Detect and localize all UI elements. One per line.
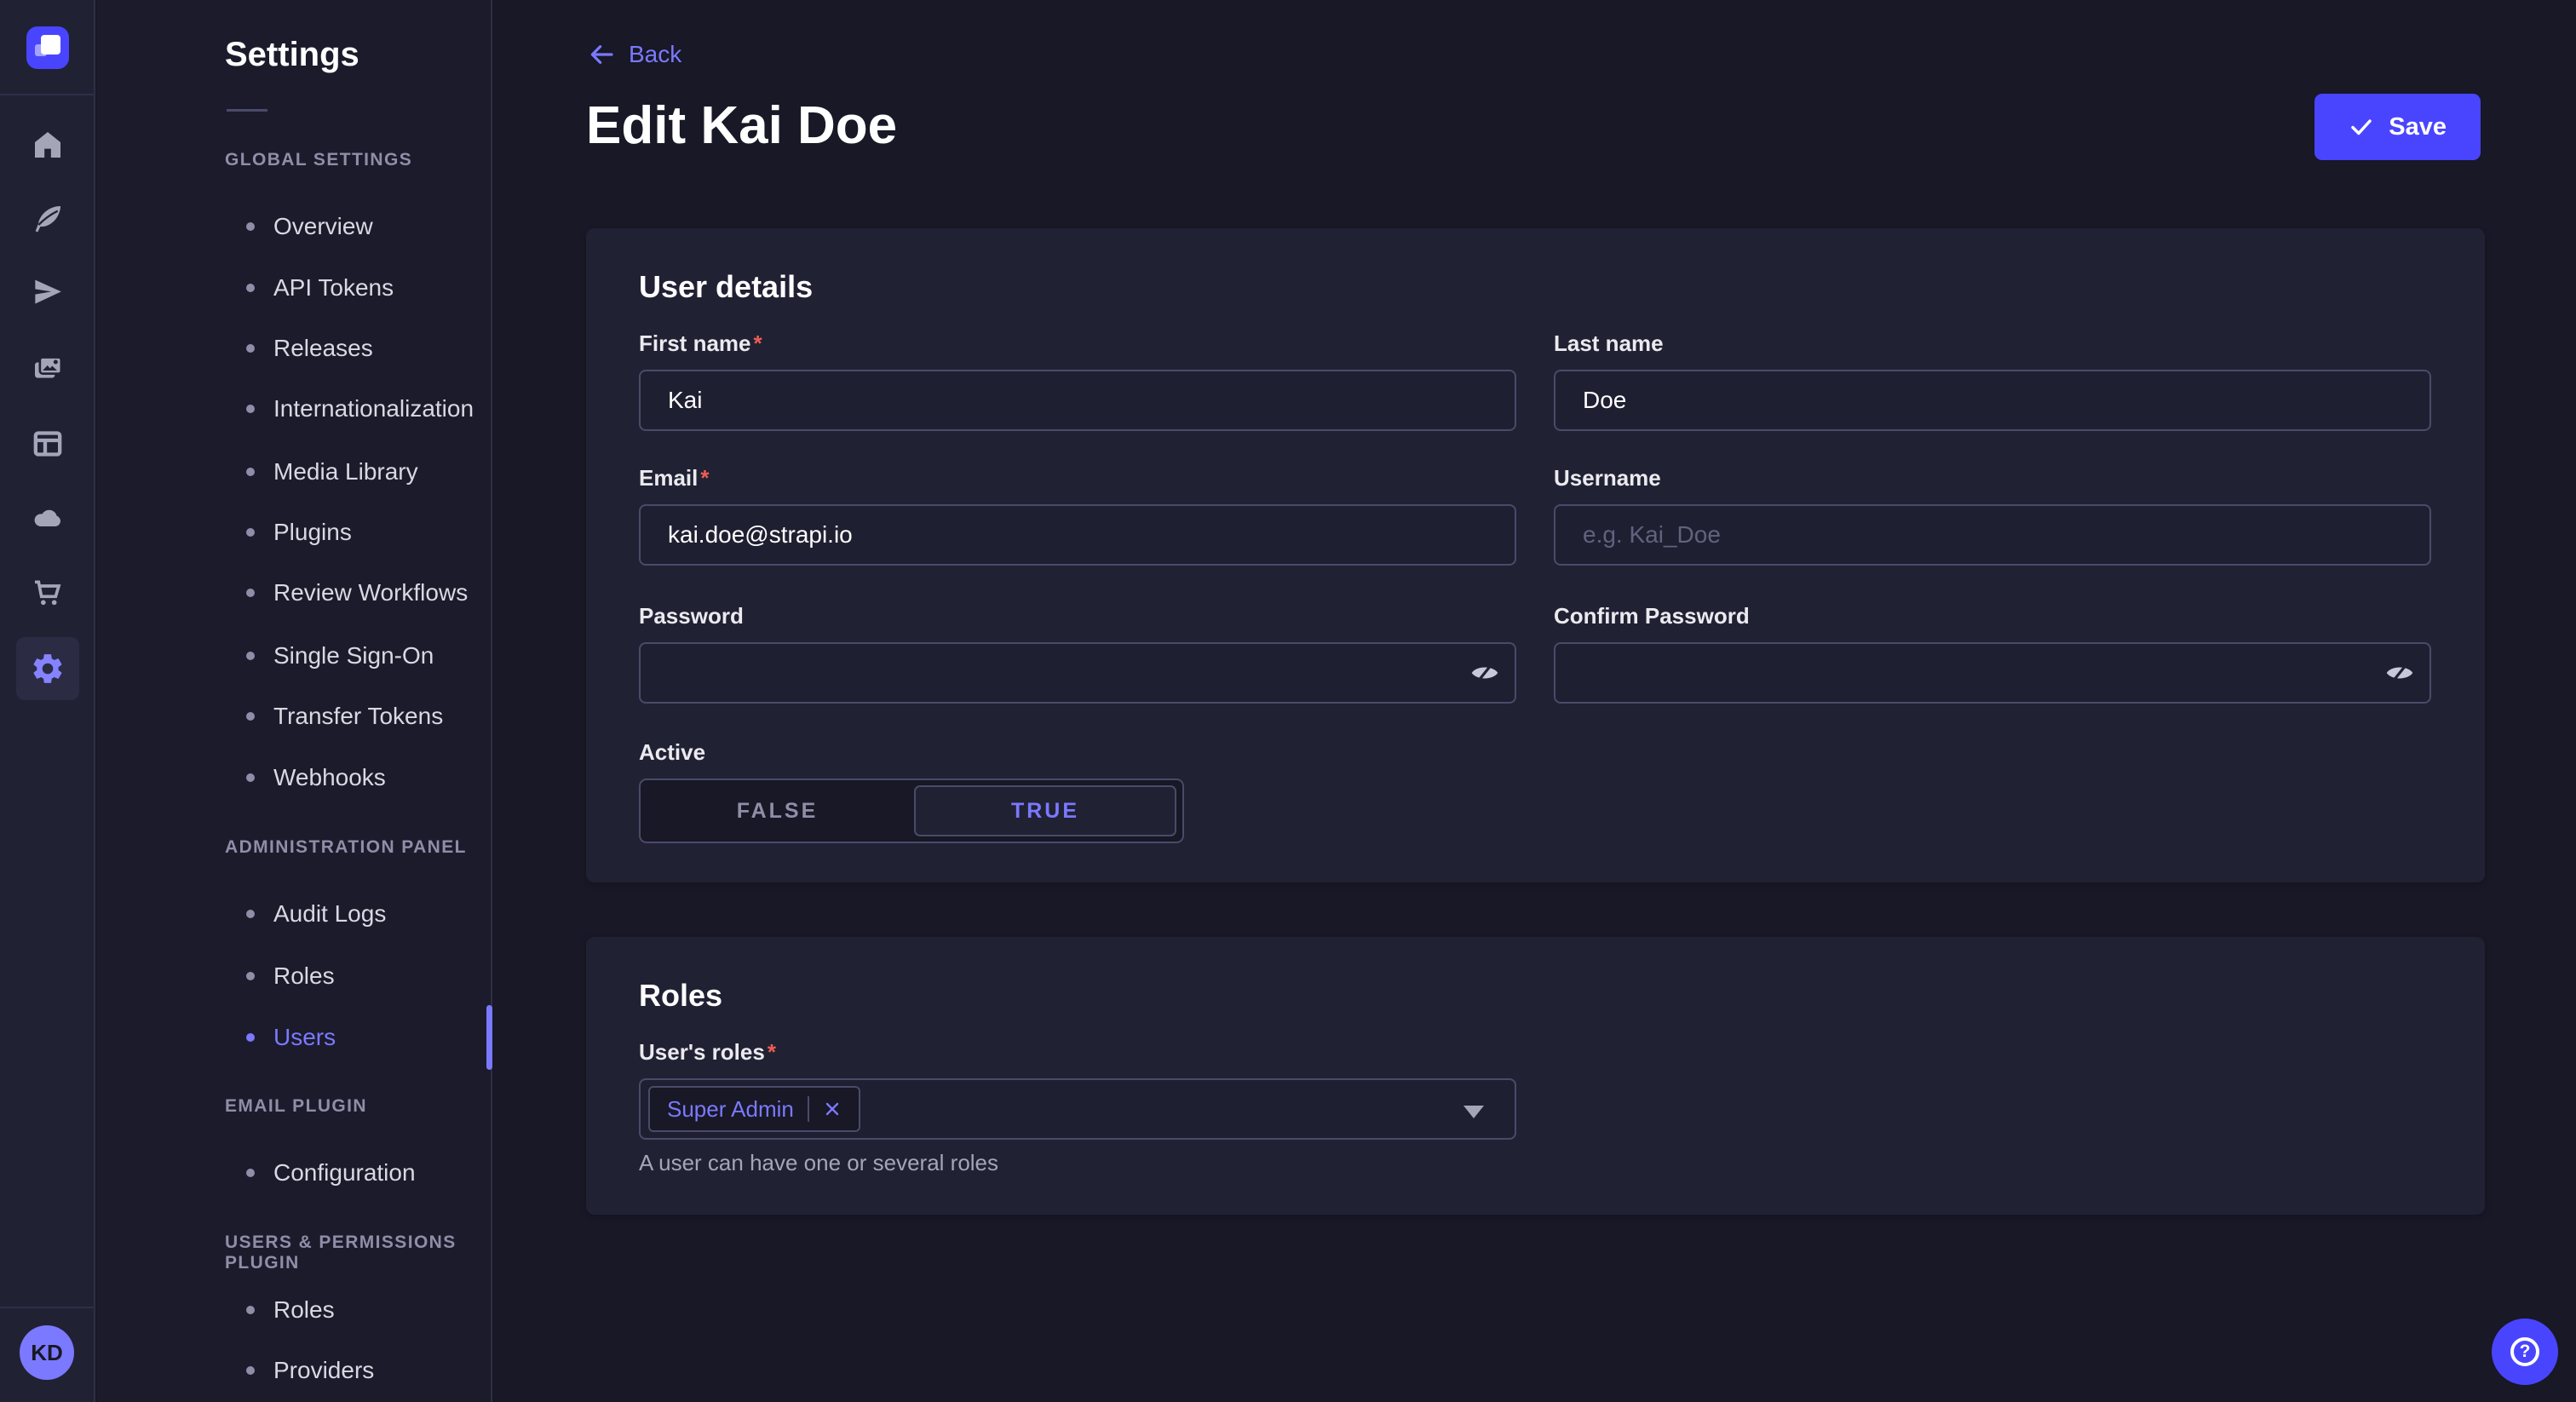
chevron-down-icon — [1463, 1106, 1484, 1118]
email-input[interactable] — [639, 504, 1516, 566]
sidebar-item-internationalization[interactable]: Internationalization — [246, 390, 477, 428]
feather-icon[interactable] — [29, 200, 66, 238]
save-button[interactable]: Save — [2314, 94, 2481, 160]
sidebar-item-api-tokens[interactable]: API Tokens — [246, 269, 477, 307]
back-link[interactable]: Back — [588, 41, 681, 68]
sidebar-item-transfer-tokens[interactable]: Transfer Tokens — [246, 698, 477, 735]
subnav-title: Settings — [225, 36, 359, 73]
remove-role-button[interactable] — [823, 1100, 842, 1118]
username-input[interactable] — [1554, 504, 2431, 566]
section-header-admin-panel: ADMINISTRATION PANEL — [225, 837, 467, 857]
email-field: Email * — [639, 465, 1516, 566]
last-name-input[interactable] — [1554, 370, 2431, 431]
active-field: Active FALSE TRUE — [639, 739, 1516, 843]
active-item-indicator — [486, 1005, 492, 1070]
main-content: Back Edit Kai Doe Save User details Firs… — [492, 0, 2576, 1402]
sidebar-item-single-sign-on[interactable]: Single Sign-On — [246, 637, 477, 675]
sidebar-item-roles-admin[interactable]: Roles — [246, 957, 477, 995]
help-icon: ? — [2510, 1337, 2539, 1366]
settings-subnav: Settings GLOBAL SETTINGS Overview API To… — [97, 0, 492, 1402]
role-tag-super-admin: Super Admin — [648, 1086, 860, 1132]
page-title: Edit Kai Doe — [586, 96, 898, 155]
layout-icon[interactable] — [29, 425, 66, 463]
roles-heading: Roles — [639, 978, 723, 1013]
last-name-field: Last name — [1554, 330, 2431, 431]
eye-slash-icon — [1471, 664, 1498, 682]
home-icon[interactable] — [29, 126, 66, 164]
sidebar-item-webhooks[interactable]: Webhooks — [246, 759, 477, 796]
sidebar-item-review-workflows[interactable]: Review Workflows — [246, 574, 477, 612]
username-field: Username — [1554, 465, 2431, 566]
password-input[interactable] — [639, 642, 1516, 704]
icon-sidebar: KD — [0, 0, 95, 1402]
user-details-card: User details First name* Last name Email… — [586, 228, 2485, 882]
sidebar-divider — [0, 1307, 94, 1308]
user-roles-field: User's roles * Super Admin — [639, 1039, 1516, 1140]
sidebar-item-plugins[interactable]: Plugins — [246, 514, 477, 551]
section-header-users-permissions: USERS & PERMISSIONS PLUGIN — [225, 1232, 457, 1273]
first-name-field: First name * — [639, 330, 1516, 431]
sidebar-item-roles-up[interactable]: Roles — [246, 1291, 477, 1329]
settings-gear-icon[interactable] — [16, 637, 79, 700]
cloud-icon[interactable] — [29, 499, 66, 537]
logo-row — [0, 0, 94, 95]
section-header-email-plugin: EMAIL PLUGIN — [225, 1096, 367, 1116]
section-header-global: GLOBAL SETTINGS — [225, 150, 413, 170]
check-icon — [2351, 119, 2372, 135]
active-toggle-true[interactable]: TRUE — [914, 785, 1176, 836]
eye-slash-icon — [2386, 664, 2413, 682]
roles-card: Roles User's roles * Super Admin A user c… — [586, 937, 2485, 1215]
roles-helper-text: A user can have one or several roles — [639, 1150, 999, 1175]
paper-plane-icon[interactable] — [29, 273, 66, 311]
sidebar-item-audit-logs[interactable]: Audit Logs — [246, 895, 477, 933]
active-toggle-false[interactable]: FALSE — [736, 798, 819, 823]
first-name-input[interactable] — [639, 370, 1516, 431]
required-marker: * — [753, 330, 762, 356]
toggle-confirm-password-visibility-button[interactable] — [2380, 654, 2419, 692]
required-marker: * — [767, 1039, 776, 1065]
toggle-password-visibility-button[interactable] — [1465, 654, 1504, 692]
cart-icon[interactable] — [29, 574, 66, 612]
required-marker: * — [700, 465, 710, 491]
active-toggle: FALSE TRUE — [639, 779, 1184, 843]
arrow-left-icon — [590, 45, 613, 64]
sidebar-item-providers[interactable]: Providers — [246, 1352, 477, 1389]
password-field: Password — [639, 603, 1516, 704]
sidebar-item-releases[interactable]: Releases — [246, 330, 477, 367]
avatar[interactable]: KD — [20, 1325, 74, 1380]
close-icon — [825, 1102, 839, 1116]
sidebar-item-overview[interactable]: Overview — [246, 208, 477, 245]
sidebar-item-users[interactable]: Users — [246, 1019, 477, 1056]
title-divider — [227, 109, 267, 112]
media-library-icon[interactable] — [29, 349, 66, 387]
help-button[interactable]: ? — [2492, 1319, 2558, 1385]
strapi-logo[interactable] — [26, 26, 69, 69]
user-roles-select[interactable]: Super Admin — [639, 1078, 1516, 1140]
confirm-password-field: Confirm Password — [1554, 603, 2431, 704]
sidebar-item-configuration[interactable]: Configuration — [246, 1154, 477, 1192]
user-details-heading: User details — [639, 269, 814, 304]
sidebar-item-media-library[interactable]: Media Library — [246, 453, 477, 491]
confirm-password-input[interactable] — [1554, 642, 2431, 704]
